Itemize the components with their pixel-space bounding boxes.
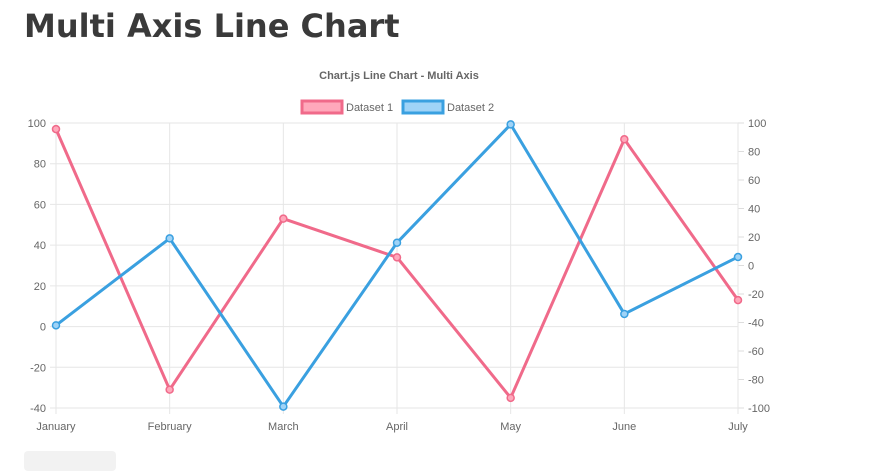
y-left-tick-label: 0 — [40, 322, 46, 334]
chart-axes: 100 80 60 40 20 0 -20 -40 100 80 60 40 20 0 -20 -40 -60 -… — [28, 118, 770, 433]
page-title: Multi Axis Line Chart — [24, 7, 400, 45]
y-right-tick-label: 20 — [748, 232, 760, 244]
chart-grid — [50, 122, 744, 414]
y-right-tick-label: -40 — [748, 318, 764, 330]
x-tick-label: June — [612, 421, 636, 433]
y-right-tick-label: 40 — [748, 204, 760, 216]
x-tick-label: May — [500, 421, 521, 433]
legend-swatch[interactable] — [300, 99, 344, 115]
y-right-tick-label: -100 — [748, 403, 770, 415]
data-point[interactable] — [506, 393, 515, 403]
data-point[interactable] — [165, 234, 174, 243]
x-tick-label: January — [36, 421, 76, 433]
y-right-tick-label: 0 — [748, 261, 754, 273]
x-tick-label: July — [728, 421, 748, 433]
data-point[interactable] — [733, 252, 743, 262]
bottom-tab[interactable] — [24, 451, 116, 471]
legend-label[interactable]: Dataset 1 — [346, 102, 393, 114]
y-left-tick-label: 60 — [34, 199, 46, 211]
data-point[interactable] — [506, 120, 515, 129]
x-tick-label: April — [386, 421, 408, 433]
x-tick-label: February — [148, 421, 193, 433]
data-point[interactable] — [733, 295, 743, 305]
y-right-tick-label: -60 — [748, 346, 764, 358]
y-left-tick-label: -20 — [30, 362, 46, 374]
legend-label[interactable]: Dataset 2 — [447, 102, 494, 114]
data-point[interactable] — [165, 385, 174, 394]
y-right-tick-label: -80 — [748, 375, 764, 387]
data-point[interactable] — [279, 402, 288, 411]
data-point[interactable] — [51, 321, 61, 330]
y-right-tick-label: 80 — [748, 147, 760, 159]
data-point[interactable] — [620, 135, 629, 144]
chart-title: Chart.js Line Chart - Multi Axis — [319, 70, 479, 82]
chart-legend: Dataset 1 Dataset 2 — [300, 99, 494, 115]
y-right-tick-label: -20 — [748, 289, 764, 301]
y-left-tick-label: 20 — [34, 281, 46, 293]
y-right-tick-label: 100 — [748, 118, 766, 130]
y-left-tick-label: 40 — [34, 240, 46, 252]
y-left-tick-label: 80 — [34, 159, 46, 171]
multi-axis-line-chart: Chart.js Line Chart - Multi Axis Dataset… — [28, 70, 770, 433]
x-tick-label: March — [268, 421, 299, 433]
chart-series — [51, 120, 743, 411]
legend-swatch[interactable] — [401, 99, 445, 115]
data-point[interactable] — [51, 124, 61, 134]
data-point[interactable] — [620, 309, 629, 319]
y-left-tick-label: 100 — [28, 118, 46, 130]
data-point[interactable] — [392, 253, 402, 262]
data-point[interactable] — [392, 238, 402, 247]
y-right-tick-label: 60 — [748, 175, 760, 187]
y-left-tick-label: -40 — [30, 403, 46, 415]
data-point[interactable] — [279, 214, 288, 223]
